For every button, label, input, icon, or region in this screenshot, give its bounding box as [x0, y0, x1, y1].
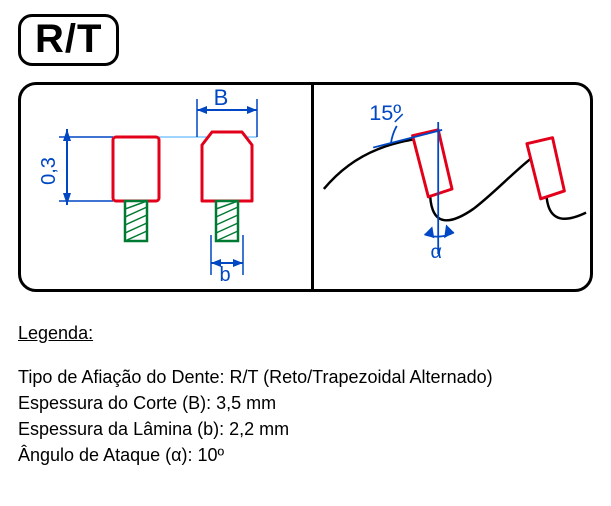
front-view-svg: B 0,3 b [21, 85, 311, 289]
legend-line-1: Tipo de Afiação do Dente: R/T (Reto/Trap… [18, 364, 593, 390]
dim-B-label: B [214, 85, 229, 110]
diagram-container: B 0,3 b [18, 82, 593, 292]
tooth-right [202, 132, 252, 201]
side-view-pane: 15º α [314, 85, 590, 289]
type-badge: R/T [18, 14, 119, 66]
side-view-svg: 15º α [314, 85, 590, 289]
shank-left [125, 201, 147, 241]
type-badge-label: R/T [35, 17, 102, 61]
side-tooth-right [527, 138, 564, 199]
legend-line-4: Ângulo de Ataque (α): 10º [18, 442, 593, 468]
legend-title: Legenda: [18, 320, 593, 346]
front-view-pane: B 0,3 b [21, 85, 314, 289]
tooth-left [113, 137, 159, 201]
alpha-label: α [431, 241, 442, 263]
legend-line-3: Espessura da Lâmina (b): 2,2 mm [18, 416, 593, 442]
legend-line-2: Espessura do Corte (B): 3,5 mm [18, 390, 593, 416]
dim-b-label: b [219, 264, 230, 286]
shank-right [216, 201, 238, 241]
dim-height-label: 0,3 [38, 157, 60, 185]
side-tooth-left [413, 130, 452, 197]
legend: Legenda: Tipo de Afiação do Dente: R/T (… [18, 320, 593, 468]
